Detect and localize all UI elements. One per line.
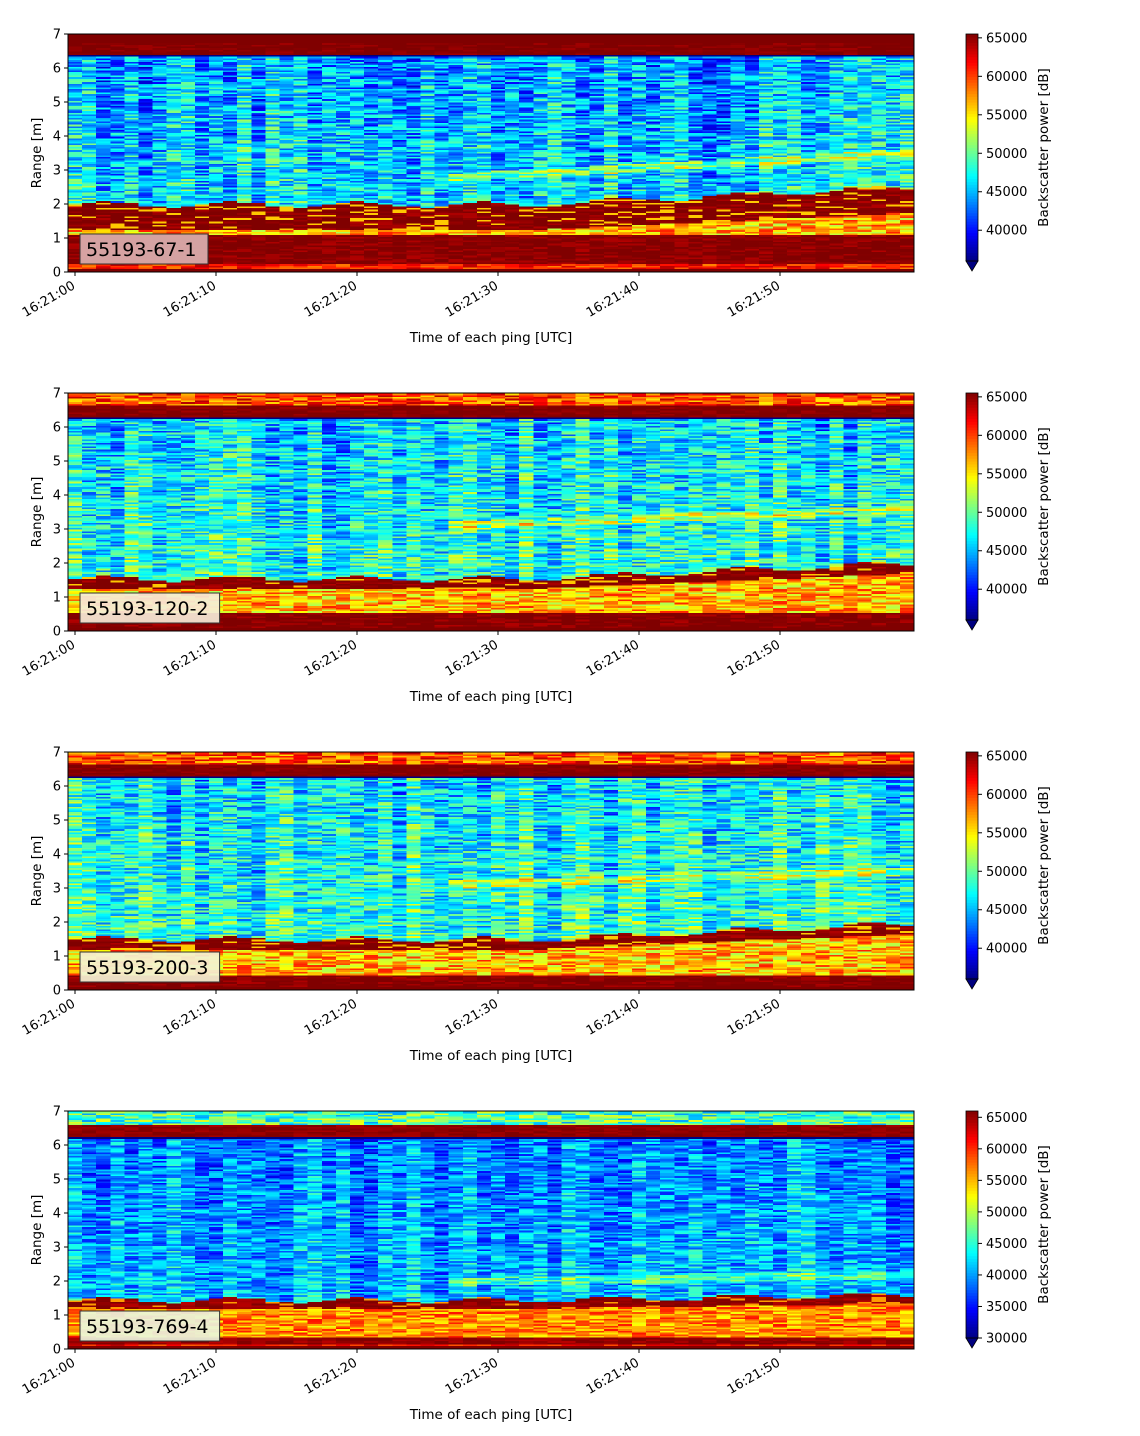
panel-1: 01234567Range [m]16:21:00 16:21:10 16:21:2…: [20, 28, 1052, 347]
